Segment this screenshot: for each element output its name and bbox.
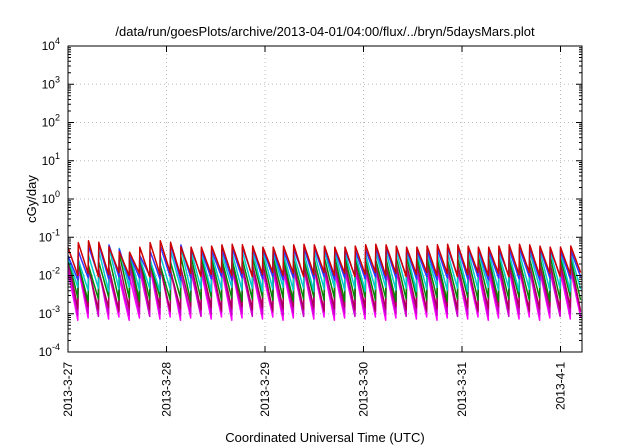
y-tick-label: 10-3 <box>39 304 60 321</box>
y-tick-exponent: -3 <box>52 304 60 314</box>
y-tick-label: 101 <box>42 151 60 168</box>
y-tick-base: 10 <box>39 269 53 283</box>
y-tick-exponent: -1 <box>52 227 60 237</box>
y-tick-exponent: -4 <box>52 342 60 352</box>
x-tick-label: 2013-4-1 <box>554 362 568 410</box>
y-tick-base: 10 <box>42 39 56 53</box>
y-axis-title: cGy/day <box>24 175 39 223</box>
x-tick-label: 2013-3-29 <box>258 362 272 417</box>
y-tick-base: 10 <box>39 345 53 359</box>
y-tick-base: 10 <box>39 230 53 244</box>
x-tick-label: 2013-3-30 <box>357 362 371 417</box>
y-tick-base: 10 <box>39 307 53 321</box>
y-tick-base: 10 <box>42 154 56 168</box>
y-tick-label: 100 <box>42 189 60 206</box>
x-axis-title: Coordinated Universal Time (UTC) <box>225 430 424 445</box>
y-tick-label: 104 <box>42 36 60 53</box>
y-tick-base: 10 <box>42 116 56 130</box>
y-tick-label: 102 <box>42 113 60 130</box>
x-tick-label: 2013-3-31 <box>455 362 469 417</box>
y-tick-exponent: 1 <box>55 151 60 161</box>
grid <box>68 46 582 352</box>
y-tick-label: 103 <box>42 74 60 91</box>
y-tick-exponent: 2 <box>55 113 60 123</box>
y-tick-base: 10 <box>42 192 56 206</box>
y-tick-exponent: 4 <box>55 36 60 46</box>
series-layer <box>67 240 582 321</box>
series-line <box>67 240 582 278</box>
y-tick-label: 10-4 <box>39 342 60 359</box>
x-tick-label: 2013-3-28 <box>160 362 174 417</box>
x-tick-label: 2013-3-27 <box>61 362 75 417</box>
y-tick-exponent: -2 <box>52 266 60 276</box>
chart-title: /data/run/goesPlots/archive/2013-04-01/0… <box>115 24 535 39</box>
x-axis: 2013-3-27 2013-3-28 2013-3-29 2013-3-30 2013… <box>61 46 568 417</box>
y-tick-exponent: 0 <box>55 189 60 199</box>
y-tick-label: 10-1 <box>39 227 60 244</box>
y-tick-label: 10-2 <box>39 266 60 283</box>
y-tick-exponent: 3 <box>55 74 60 84</box>
y-tick-base: 10 <box>42 77 56 91</box>
